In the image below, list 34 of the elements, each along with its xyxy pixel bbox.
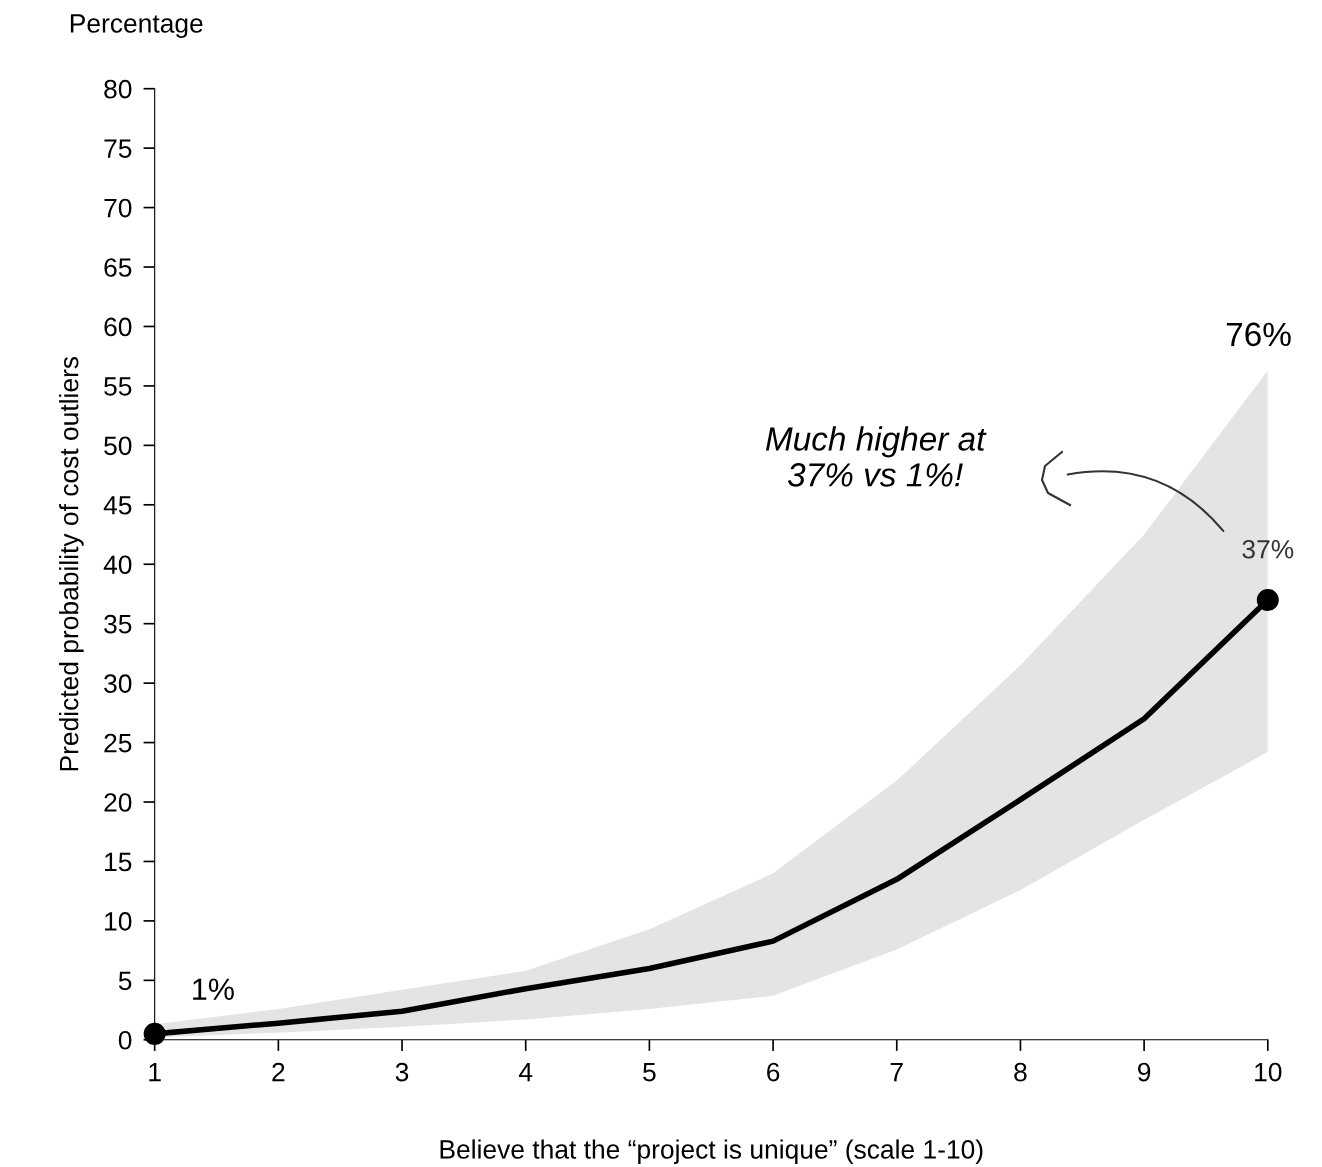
x-tick-label: 4 xyxy=(518,1062,533,1082)
y-tick-label: 65 xyxy=(104,258,132,277)
annotation: 37% xyxy=(1242,539,1294,559)
annotation: Much higher at 37% vs 1%! xyxy=(765,426,987,487)
x-tick-label: 3 xyxy=(395,1062,409,1082)
y-tick-label: 45 xyxy=(103,496,132,515)
text: Percentage xyxy=(70,14,203,38)
x-tick-label: 5 xyxy=(643,1062,656,1082)
y-tick-label: 10 xyxy=(105,912,132,931)
y-tick-label: 25 xyxy=(104,733,132,753)
y-tick-label: 75 xyxy=(104,139,132,158)
x-tick-label: 9 xyxy=(1138,1062,1151,1082)
annotation: 76% xyxy=(1226,322,1291,347)
x-axis-title: Believe that the “project is unique” (scale 1-10) xyxy=(440,1139,983,1164)
x-tick-label: 1 xyxy=(149,1062,161,1082)
y-tick-label: 60 xyxy=(104,317,132,337)
y-tick-label: 50 xyxy=(104,436,132,456)
y-tick-label: 55 xyxy=(104,377,132,396)
y-tick-label: 20 xyxy=(104,793,132,812)
y-tick-label: 15 xyxy=(105,852,132,872)
x-tick-label: 7 xyxy=(890,1062,903,1082)
x-tick-label: 8 xyxy=(1014,1062,1027,1082)
y-tick-label: 35 xyxy=(104,614,132,634)
y-tick-label: 80 xyxy=(104,79,132,99)
x-tick-label: 10 xyxy=(1255,1062,1282,1082)
y-tick-label: 70 xyxy=(104,198,132,218)
y-tick-label: 5 xyxy=(118,971,132,991)
y-tick-label: 30 xyxy=(104,674,132,693)
y-tick-label: 0 xyxy=(118,1030,132,1050)
x-tick-label: 6 xyxy=(767,1062,780,1082)
y-axis-title: Predicted probability of cost outliers xyxy=(59,356,84,771)
annotation: 1% xyxy=(193,978,234,1000)
x-tick-label: 2 xyxy=(272,1062,285,1082)
y-tick-label: 40 xyxy=(103,555,132,575)
